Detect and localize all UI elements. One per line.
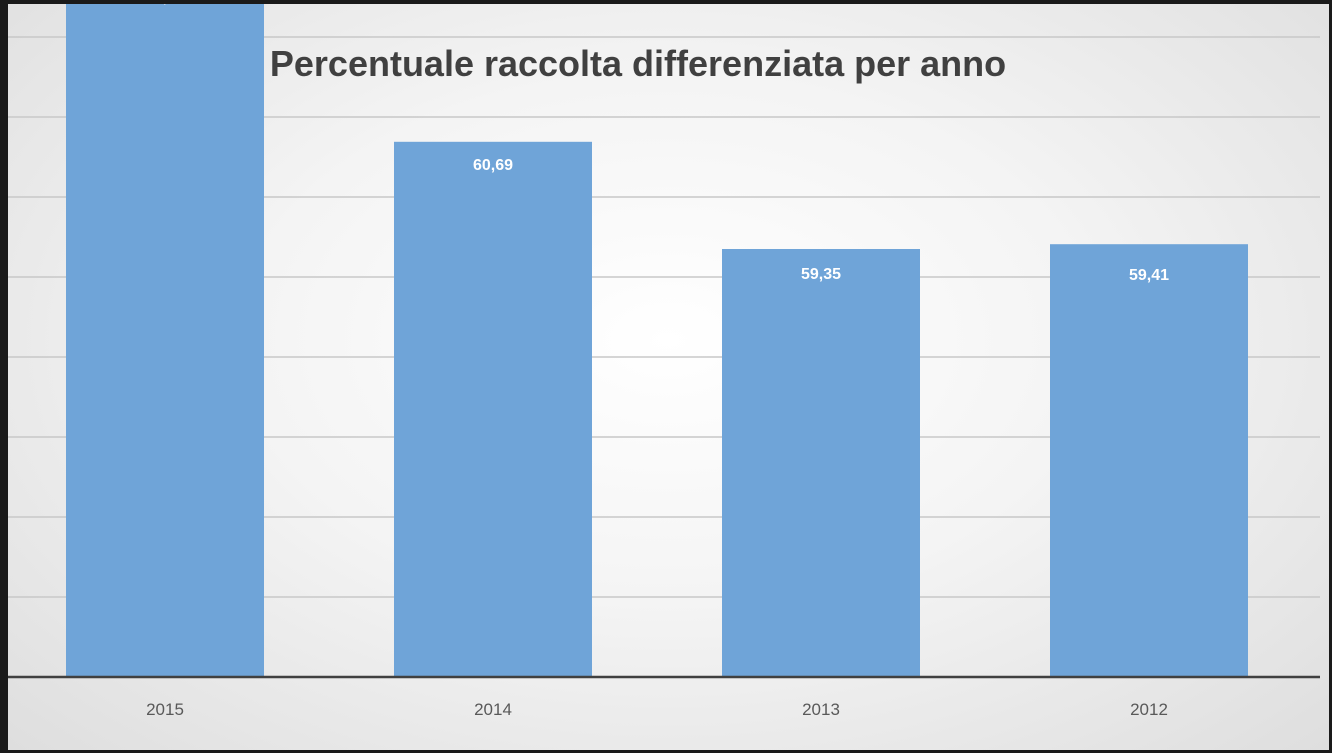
labels: 62,81 2015 60,69 2014 59,35 2013 59,41 2012: [145, 4, 1169, 719]
bars: [66, 4, 1248, 678]
data-label-2013: 59,35: [801, 266, 841, 283]
data-label-2014: 60,69: [473, 157, 513, 174]
data-label-2012: 59,41: [1129, 267, 1169, 284]
category-label-2014: 2014: [474, 700, 512, 719]
category-label-2013: 2013: [802, 700, 840, 719]
chart-title: Percentuale raccolta differenziata per a…: [270, 43, 1006, 84]
bar-2014: [394, 141, 592, 678]
bar-chart: 62,81 2015 60,69 2014 59,35 2013 59,41 2012 Per…: [8, 4, 1320, 719]
bar-2015: [66, 4, 264, 677]
data-label-2015: 62,81: [145, 4, 185, 6]
category-label-2015: 2015: [146, 700, 184, 719]
bar-2012: [1050, 244, 1248, 677]
bar-2013: [722, 249, 920, 677]
category-label-2012: 2012: [1130, 700, 1168, 719]
